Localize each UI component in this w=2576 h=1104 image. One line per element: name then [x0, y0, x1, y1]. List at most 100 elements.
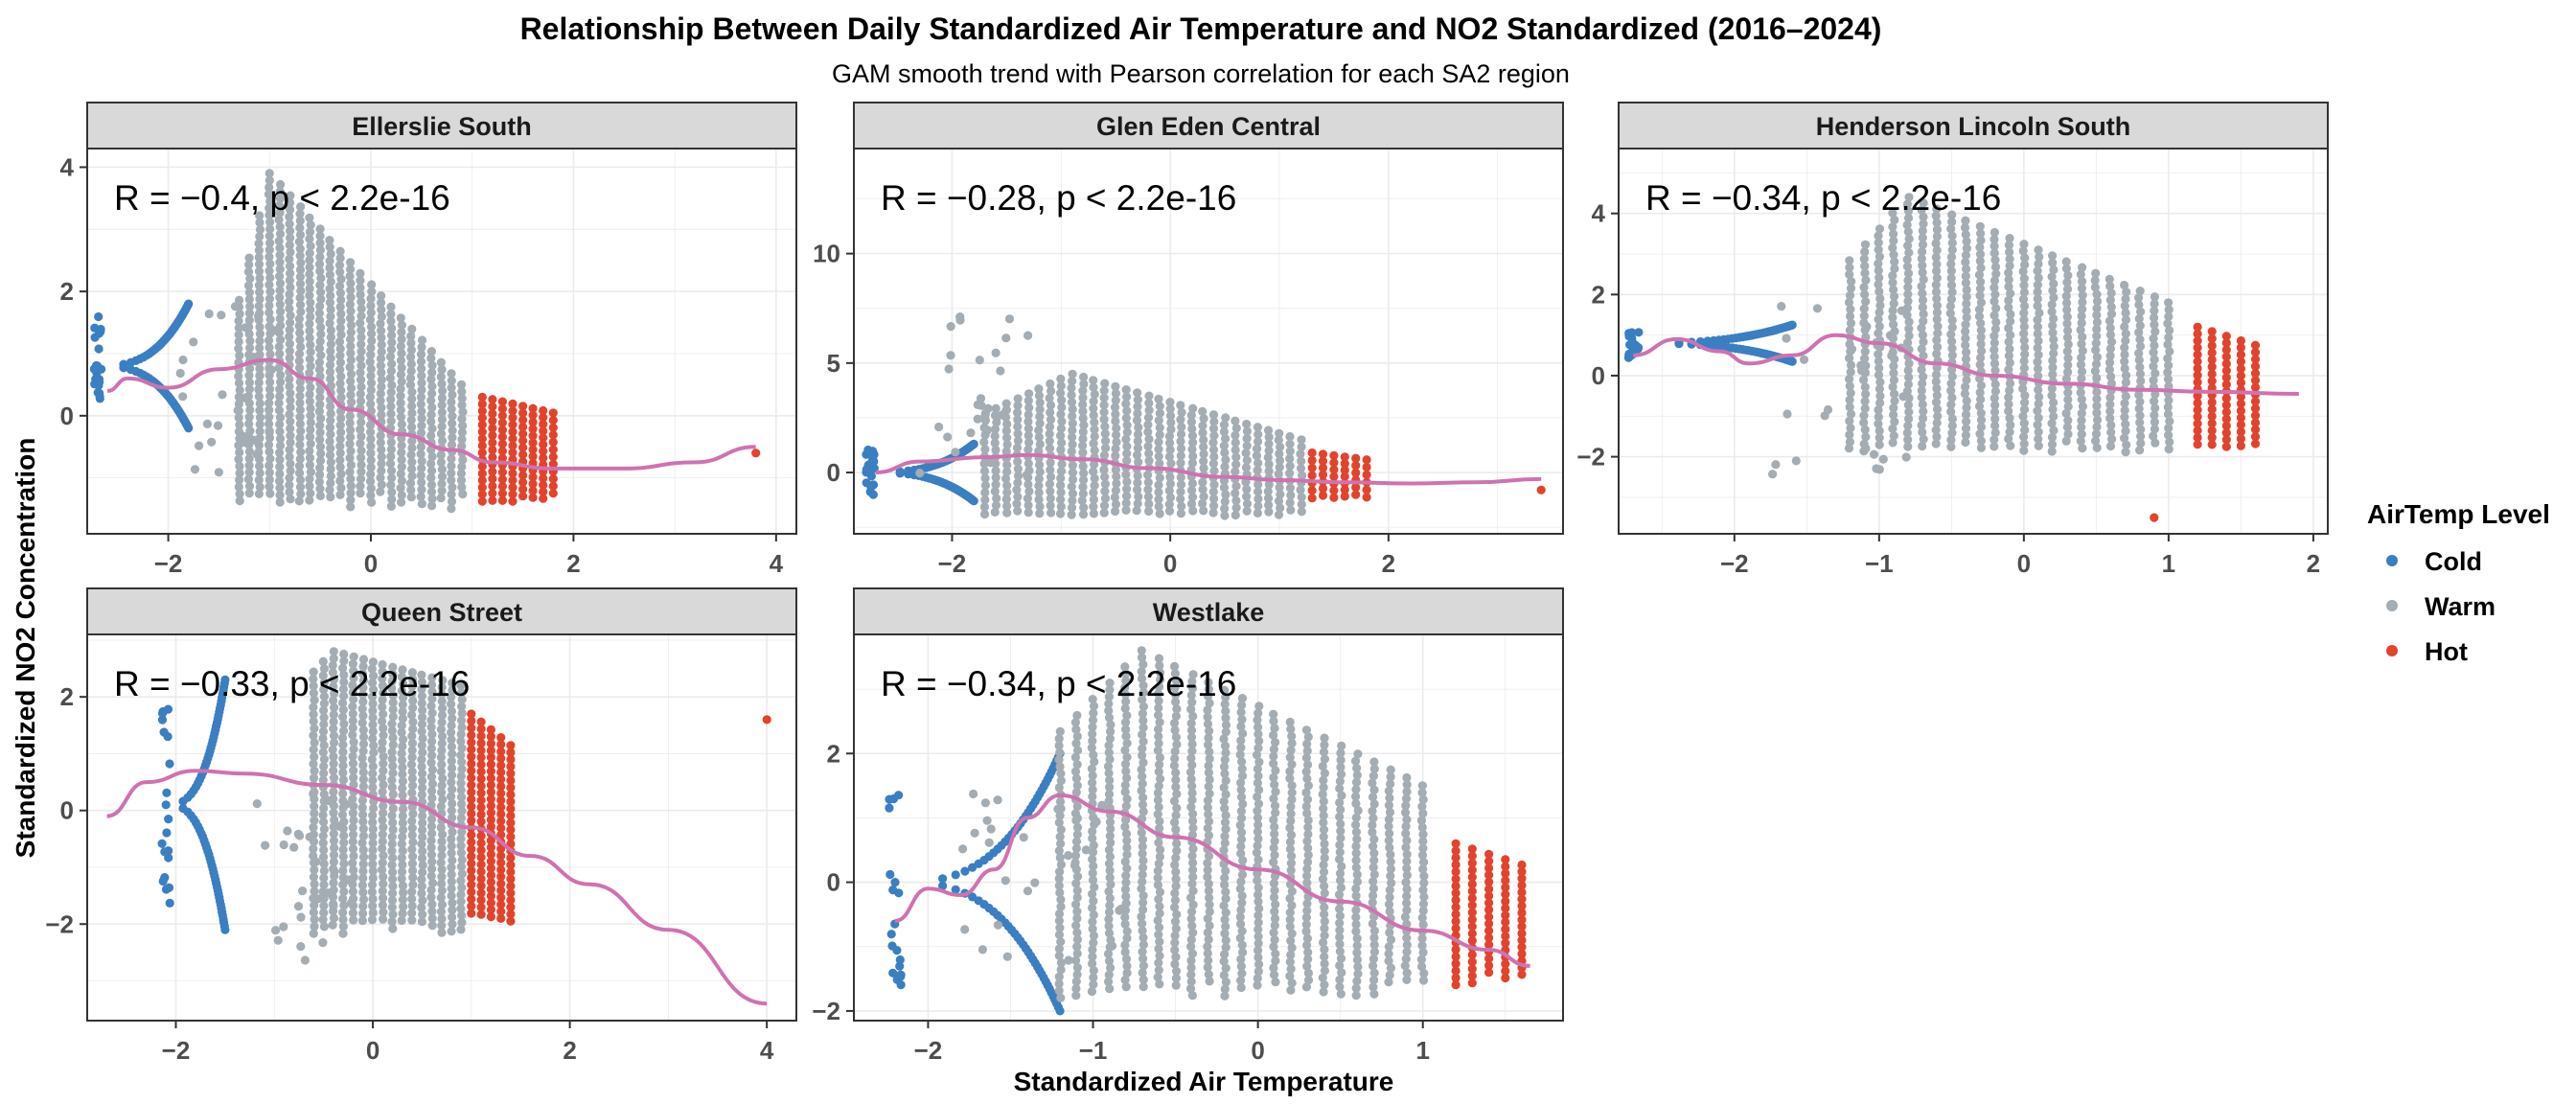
point-warm: [356, 418, 366, 427]
point-warm: [1351, 820, 1361, 830]
point-warm: [2020, 391, 2030, 401]
point-warm: [1219, 956, 1229, 966]
point-warm: [1271, 956, 1280, 966]
point-warm: [1918, 400, 1927, 409]
point-warm: [254, 239, 264, 248]
point-warm: [1889, 291, 1899, 301]
point-warm: [1384, 900, 1394, 909]
point-warm: [456, 925, 466, 934]
point-warm: [368, 713, 378, 723]
y-tick-label: 10: [813, 240, 840, 268]
gam-smooth-line: [106, 769, 768, 1006]
point-warm: [296, 912, 306, 922]
point-warm: [1253, 869, 1262, 879]
point-warm: [2004, 275, 2013, 285]
point-warm: [398, 706, 407, 717]
point-warm: [2063, 270, 2073, 280]
point-warm: [376, 389, 385, 399]
point-warm: [980, 494, 990, 505]
point-warm: [387, 917, 397, 927]
point-warm: [2120, 356, 2129, 366]
point-warm: [378, 837, 387, 846]
point-warm: [1144, 399, 1154, 408]
point-warm: [426, 375, 436, 384]
point-hot: [1467, 929, 1477, 938]
point-warm: [1198, 498, 1208, 509]
point-hot: [496, 865, 506, 875]
point-warm: [2078, 297, 2087, 307]
point-warm: [285, 452, 294, 462]
point-warm: [1143, 420, 1153, 429]
point-warm: [1254, 910, 1263, 920]
point-warm: [1024, 417, 1033, 426]
point-warm: [1120, 940, 1130, 950]
point-warm: [1186, 970, 1196, 979]
point-warm: [1903, 442, 1913, 451]
point-warm: [1235, 933, 1245, 943]
point-warm: [399, 887, 408, 898]
point-warm: [1301, 788, 1311, 797]
point-warm: [2150, 327, 2160, 336]
point-warm: [1889, 431, 1898, 441]
point-warm: [417, 875, 426, 885]
point-warm: [1105, 734, 1115, 744]
point-warm: [346, 334, 356, 344]
point-warm: [456, 729, 466, 739]
point-warm: [1417, 941, 1427, 951]
point-warm: [1301, 920, 1311, 930]
point-warm: [368, 775, 378, 785]
point-warm: [1962, 285, 1971, 295]
point-warm: [1335, 847, 1345, 857]
point-hot: [1517, 935, 1527, 945]
point-hot: [1318, 484, 1328, 494]
point-warm: [265, 350, 275, 359]
point-warm: [1296, 449, 1305, 459]
point-warm: [338, 733, 348, 743]
point-warm: [2165, 416, 2174, 426]
point-warm: [305, 263, 314, 272]
point-warm: [1172, 803, 1182, 813]
point-warm: [1320, 916, 1329, 927]
point-warm: [1231, 503, 1241, 513]
point-warm: [1013, 415, 1023, 425]
point-warm: [336, 316, 346, 326]
point-warm: [2049, 279, 2058, 288]
point-warm: [398, 881, 407, 890]
point-warm: [305, 481, 314, 491]
point-hot: [506, 853, 516, 862]
point-warm: [1874, 280, 1883, 289]
point-warm: [1155, 752, 1164, 763]
point-warm: [1974, 305, 1985, 314]
point-warm: [346, 447, 356, 456]
point-warm: [387, 487, 397, 497]
point-warm: [1932, 432, 1942, 442]
point-warm: [285, 445, 294, 454]
point-cold: [885, 794, 894, 804]
point-warm: [1054, 986, 1064, 996]
point-warm: [2063, 402, 2073, 411]
point-cold: [164, 883, 174, 892]
point-warm: [1859, 411, 1869, 421]
point-warm: [1889, 319, 1898, 330]
point-warm: [1154, 654, 1164, 663]
point-warm: [398, 908, 407, 918]
point-warm: [265, 391, 275, 401]
point-warm: [1974, 270, 1985, 280]
point-hot: [467, 724, 476, 733]
point-warm: [1067, 447, 1076, 456]
point-warm: [417, 464, 426, 473]
point-warm: [1933, 321, 1943, 332]
point-warm: [1115, 906, 1124, 915]
point-warm: [1111, 465, 1120, 474]
point-hot: [548, 437, 558, 447]
point-warm: [1919, 372, 1928, 381]
point-warm: [357, 690, 368, 700]
point-warm: [1155, 937, 1164, 947]
point-warm: [1352, 770, 1362, 780]
point-warm: [2049, 264, 2058, 275]
point-warm: [407, 844, 417, 854]
point-warm: [436, 457, 446, 467]
point-warm: [318, 726, 329, 736]
point-warm: [973, 414, 982, 424]
point-warm: [2047, 419, 2057, 428]
